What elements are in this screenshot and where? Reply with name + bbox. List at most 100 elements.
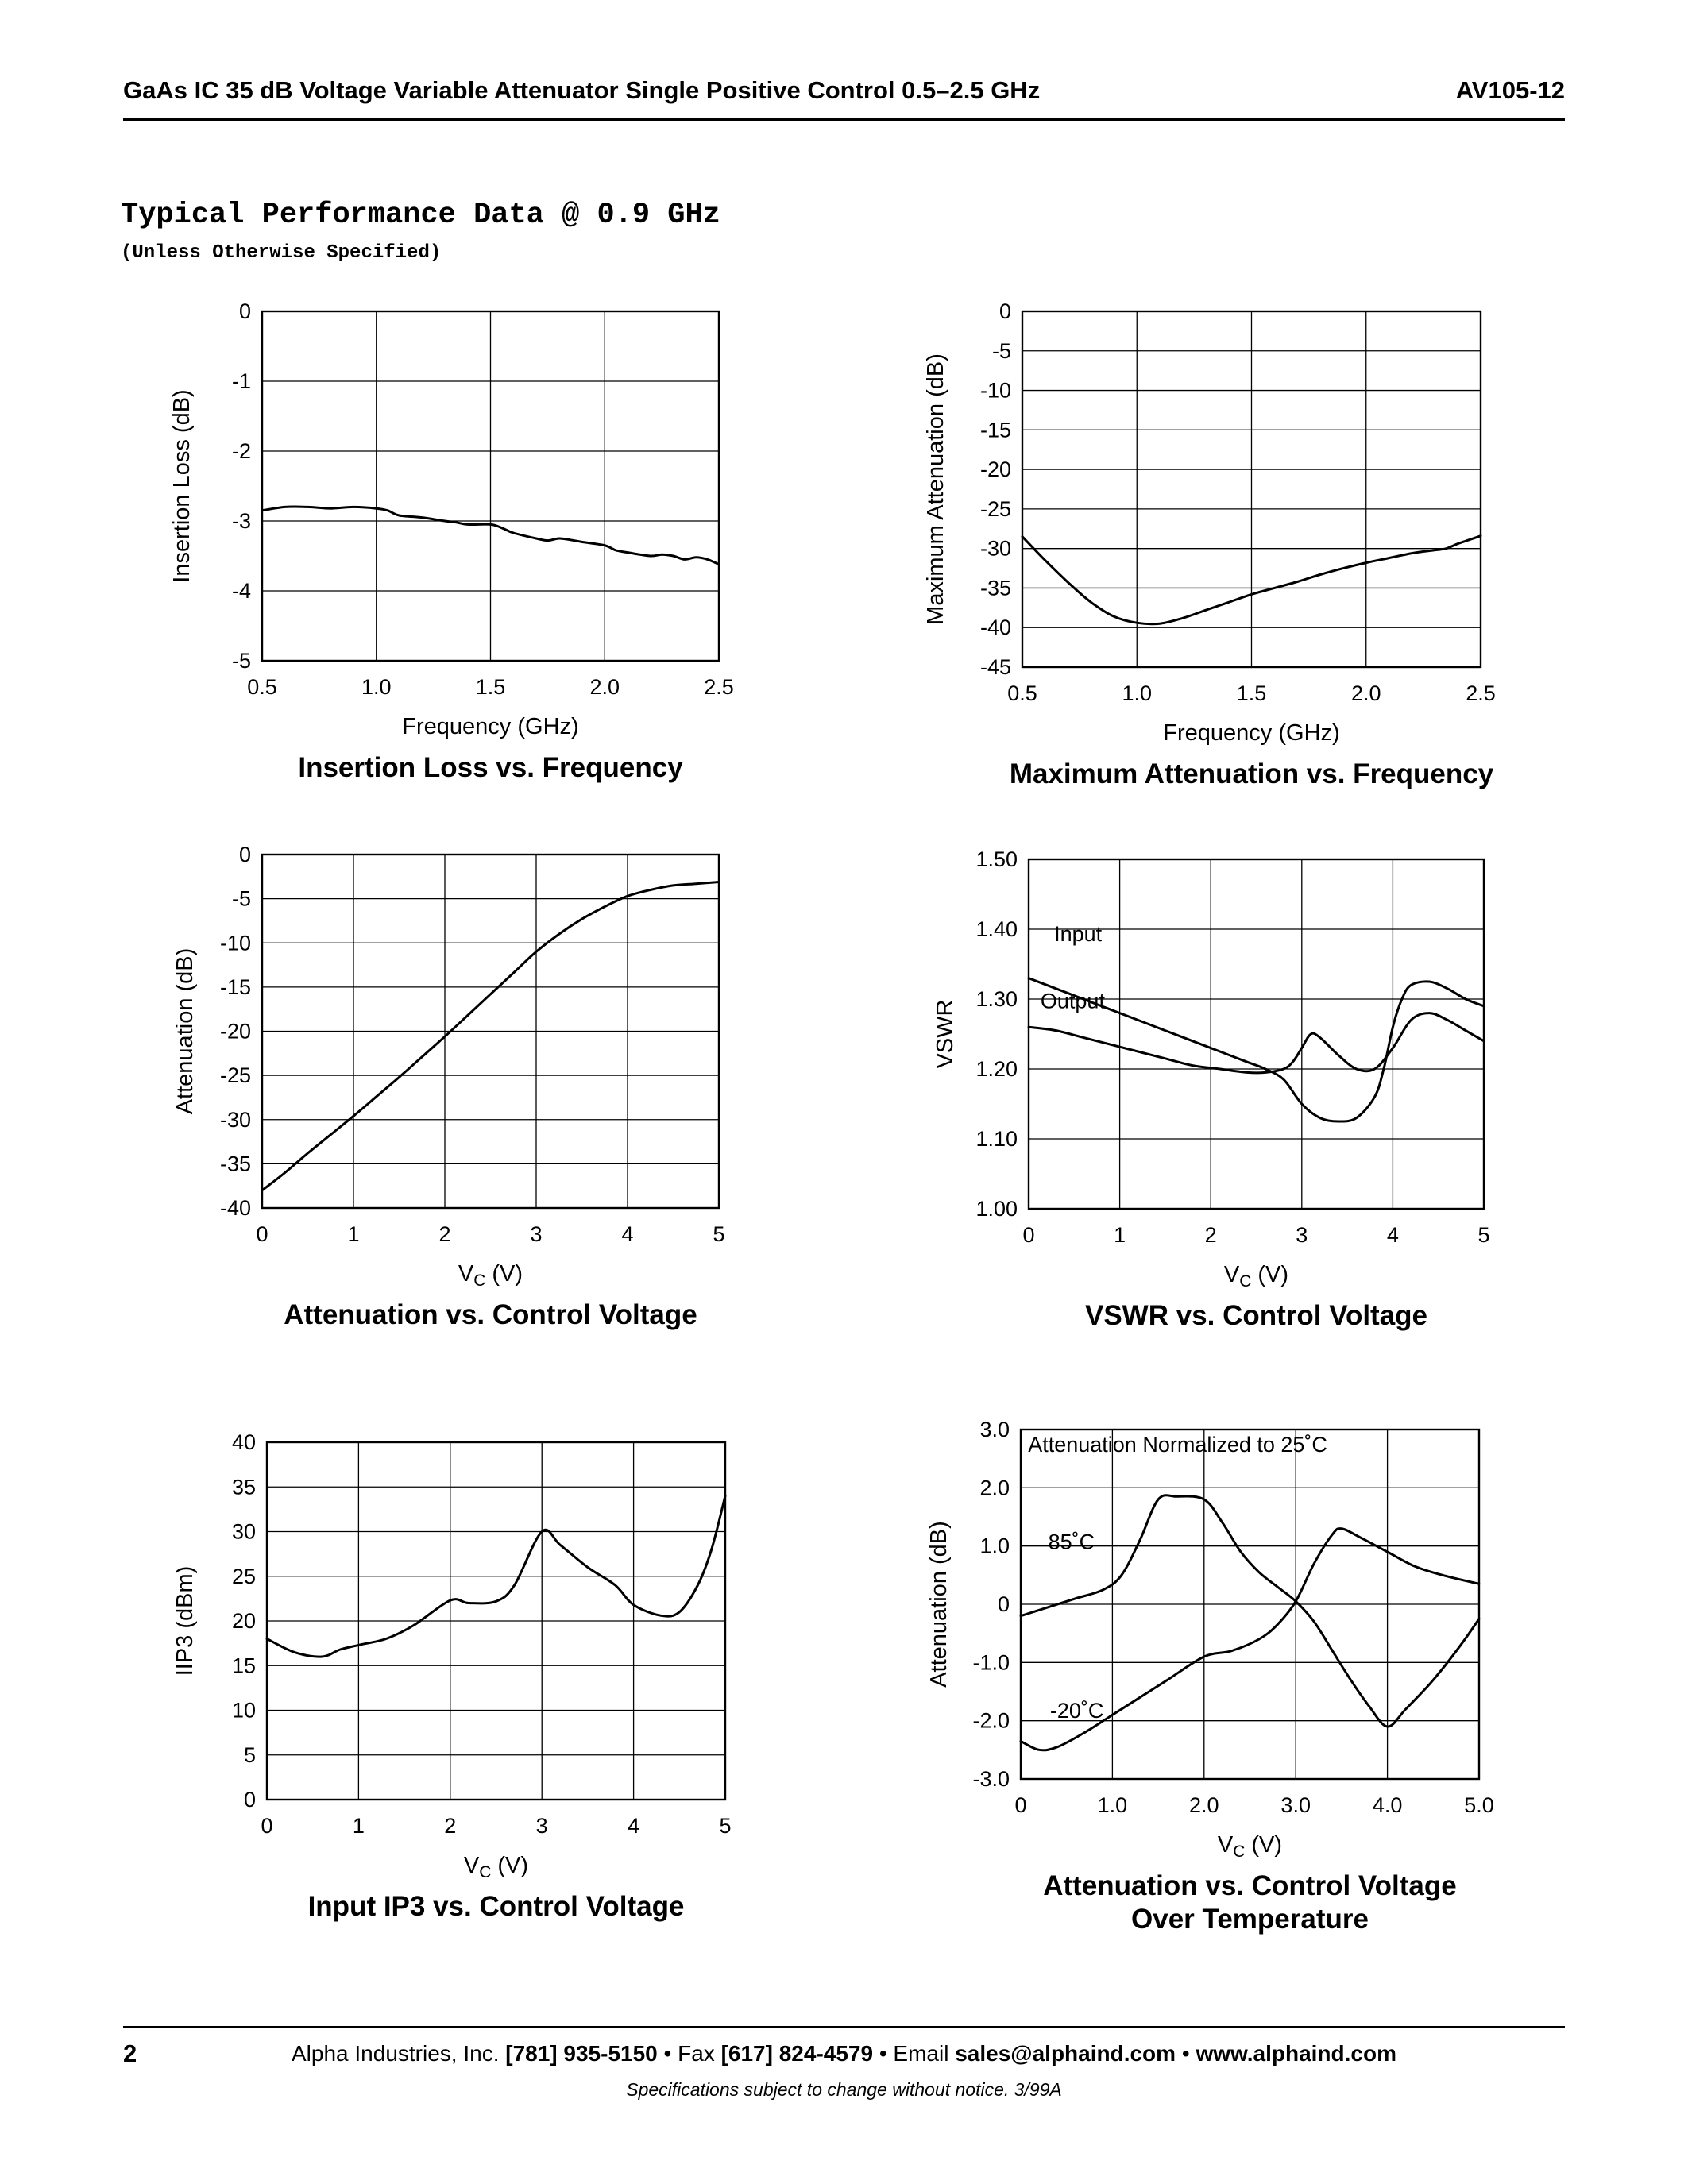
page-number: 2 — [123, 2039, 137, 2067]
footer-legal-line: Specifications subject to change without… — [626, 2079, 1062, 2100]
x-axis-label: VC (V) — [1224, 1262, 1288, 1291]
section-title: Typical Performance Data @ 0.9 GHz — [121, 199, 720, 232]
y-tick-label: -20 — [980, 457, 1011, 481]
y-tick-label: -2 — [232, 439, 251, 463]
x-tick-label: 1.0 — [1098, 1793, 1128, 1817]
y-tick-label: 35 — [232, 1475, 256, 1499]
y-tick-label: -5 — [232, 649, 251, 673]
x-axis-label: VC (V) — [1218, 1832, 1282, 1861]
y-axis-label: Attenuation (dB) — [172, 948, 198, 1115]
y-tick-label: 1.40 — [975, 917, 1018, 941]
chart-max-attenuation-vs-frequency: 0.5 1.0 1.5 2.0 2.5 0 -5 -10 -15 -20 -25 -30 -35 -40 -… — [870, 283, 1529, 823]
plot-border — [1027, 858, 1485, 1210]
x-tick-label: 0 — [261, 1814, 272, 1838]
y-tick-label: 0 — [244, 1788, 256, 1812]
series--20˚C — [1019, 1527, 1481, 1752]
footer-contact-strong: www.alphaind.com — [1196, 2041, 1396, 2066]
x-tick-label: 4 — [1387, 1223, 1399, 1247]
x-tick-label: 3 — [1296, 1223, 1308, 1247]
y-tick-label: -3 — [232, 509, 251, 533]
y-tick-label: 1.20 — [975, 1057, 1018, 1081]
x-tick-label: 1 — [353, 1814, 365, 1838]
attenuation-over-temp-svg: 0 1.0 2.0 3.0 4.0 5.0 3.0 2.0 1.0 0 -1.0 -2.0 -3.0 VC… — [926, 1418, 1494, 1935]
x-tick-label: 0.5 — [1007, 681, 1037, 705]
series-iip3 — [265, 1495, 727, 1658]
chart-insertion-loss-vs-frequency: 0.5 1.0 1.5 2.0 2.5 0 -1 -2 -3 -4 -5 Frequency (GHz… — [119, 283, 778, 811]
chart-title: VSWR vs. Control Voltage — [1085, 1300, 1427, 1331]
chart-title: Input IP3 vs. Control Voltage — [308, 1891, 685, 1922]
chart-title: Over Temperature — [1131, 1904, 1369, 1935]
x-tick-label: 2.0 — [1189, 1793, 1219, 1817]
y-tick-label: 5 — [244, 1743, 256, 1767]
x-tick-label: 1.5 — [1237, 681, 1267, 705]
plot-border — [265, 1441, 727, 1801]
y-axis-label: IIP3 (dBm) — [172, 1566, 198, 1677]
footer-contact-text: • Fax — [657, 2041, 721, 2066]
vswr-vs-vc-svg: 0 1 2 3 4 5 1.50 1.40 1.30 1.20 1.10 1.00 VC (V) VSWR… — [933, 847, 1490, 1331]
series-Output — [1027, 1012, 1485, 1075]
y-tick-label: -25 — [980, 497, 1011, 521]
chart-attenuation-vs-control-voltage: 0 1 2 3 4 5 0 -5 -10 -15 -20 -25 -30 -35 -40 VC (V) Atte… — [119, 826, 778, 1354]
y-tick-label: -2.0 — [972, 1709, 1010, 1733]
chart-input-ip3-vs-control-voltage: 0 1 2 3 4 5 40 35 30 25 20 15 10 5 0 VC (V) IIP3 (dBm) In… — [119, 1414, 778, 1962]
y-tick-label: 0 — [999, 299, 1011, 323]
x-tick-label: 1.0 — [361, 675, 392, 699]
plot-border — [261, 310, 720, 662]
y-tick-label: -35 — [980, 576, 1011, 600]
y-tick-label: 1.30 — [975, 987, 1018, 1011]
y-tick-label: 1.10 — [975, 1127, 1018, 1151]
x-tick-label: 5 — [713, 1222, 724, 1246]
series-85˚C — [1019, 1494, 1481, 1728]
y-tick-label: 20 — [232, 1609, 256, 1633]
x-tick-label: 0 — [1014, 1793, 1026, 1817]
x-axis-label: VC (V) — [458, 1261, 523, 1290]
x-tick-label: 2.0 — [589, 675, 620, 699]
y-tick-label: 1.00 — [975, 1197, 1018, 1221]
y-tick-label: -1 — [232, 369, 251, 393]
y-tick-label: 2.0 — [979, 1476, 1010, 1499]
annotation-input: Input — [1054, 922, 1103, 946]
annotation--20-c: -20˚C — [1050, 1699, 1104, 1723]
y-tick-label: 3.0 — [979, 1418, 1010, 1441]
y-tick-label: -15 — [980, 418, 1011, 442]
y-tick-label: -5 — [992, 339, 1011, 363]
x-tick-label: 2 — [444, 1814, 456, 1838]
y-axis-label: Attenuation (dB) — [926, 1521, 952, 1688]
y-axis-label: Insertion Loss (dB) — [169, 389, 195, 582]
y-tick-label: -15 — [220, 975, 251, 999]
x-tick-label: 5 — [1477, 1223, 1489, 1247]
x-tick-label: 2.5 — [1466, 681, 1496, 705]
y-tick-label: 0 — [239, 843, 251, 866]
insertion-loss-svg: 0.5 1.0 1.5 2.0 2.5 0 -1 -2 -3 -4 -5 Frequency (GHz… — [169, 299, 734, 783]
chart-title: Insertion Loss vs. Frequency — [298, 752, 683, 783]
x-tick-label: 4 — [621, 1222, 633, 1246]
y-tick-label: -35 — [220, 1152, 251, 1175]
y-tick-label: -25 — [220, 1063, 251, 1087]
x-tick-label: 0.5 — [247, 675, 277, 699]
y-axis-label: VSWR — [933, 1000, 958, 1069]
series-Input — [1027, 977, 1485, 1123]
x-tick-label: 1 — [347, 1222, 359, 1246]
x-tick-label: 2.0 — [1351, 681, 1381, 705]
x-tick-label: 4.0 — [1373, 1793, 1403, 1817]
x-tick-label: 1 — [1114, 1223, 1126, 1247]
max-attenuation-svg: 0.5 1.0 1.5 2.0 2.5 0 -5 -10 -15 -20 -25 -30 -35 -40 -… — [923, 299, 1496, 789]
chart-title: Attenuation vs. Control Voltage — [284, 1299, 697, 1330]
annotation-output: Output — [1041, 989, 1106, 1013]
annotation-attenuation-normalized-to-25-c: Attenuation Normalized to 25˚C — [1028, 1433, 1327, 1457]
x-tick-label: 5 — [719, 1814, 731, 1838]
y-tick-label: 40 — [232, 1430, 256, 1454]
y-axis-label: Maximum Attenuation (dB) — [923, 353, 948, 625]
y-tick-label: -10 — [220, 931, 251, 955]
y-tick-label: -45 — [980, 655, 1011, 679]
x-axis-label: Frequency (GHz) — [402, 714, 578, 739]
footer-contact-text: • — [1176, 2041, 1196, 2066]
y-tick-label: 0 — [998, 1592, 1010, 1616]
series-max_attenuation — [1021, 534, 1482, 626]
plot-border — [261, 853, 720, 1210]
footer-contact-text: Alpha Industries, Inc. — [292, 2041, 506, 2066]
y-tick-label: -5 — [232, 887, 251, 911]
x-tick-label: 1.5 — [476, 675, 506, 699]
series-attenuation — [261, 881, 720, 1192]
